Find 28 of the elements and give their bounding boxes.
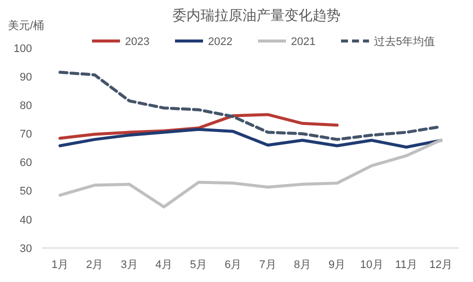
y-tick-label: 60: [20, 157, 32, 170]
x-tick-label: 4月: [155, 259, 172, 271]
legend-label: 2021: [291, 36, 316, 48]
x-tick-label: 7月: [259, 259, 276, 271]
x-tick-label: 11月: [395, 259, 418, 271]
x-tick-label: 12月: [429, 259, 453, 271]
y-tick-label: 40: [20, 214, 32, 226]
x-tick-label: 1月: [51, 259, 69, 271]
x-tick-label: 6月: [224, 259, 242, 271]
y-axis-title: 美元/桶: [8, 19, 44, 32]
legend-label: 2023: [125, 36, 150, 48]
x-tick-label: 9月: [328, 259, 346, 271]
y-tick-label: 90: [20, 71, 32, 84]
legend-label: 过去5年均值: [374, 34, 436, 48]
line-series: [58, 128, 442, 149]
chart-title: 委内瑞拉原油产量变化趋势: [172, 7, 340, 23]
y-tick-label: 70: [20, 128, 32, 141]
y-tick-label: 30: [20, 242, 32, 255]
y-tick-label: 80: [20, 100, 32, 112]
y-tick-label: 100: [14, 42, 32, 55]
line-series: [58, 138, 442, 208]
y-tick-label: 50: [20, 186, 32, 198]
x-tick-label: 5月: [190, 259, 208, 271]
x-tick-label: 2月: [86, 259, 104, 271]
x-tick-label: 3月: [120, 259, 138, 271]
x-tick-label: 10月: [360, 259, 384, 271]
x-tick-label: 8月: [294, 259, 312, 271]
legend-label: 2022: [208, 36, 232, 48]
